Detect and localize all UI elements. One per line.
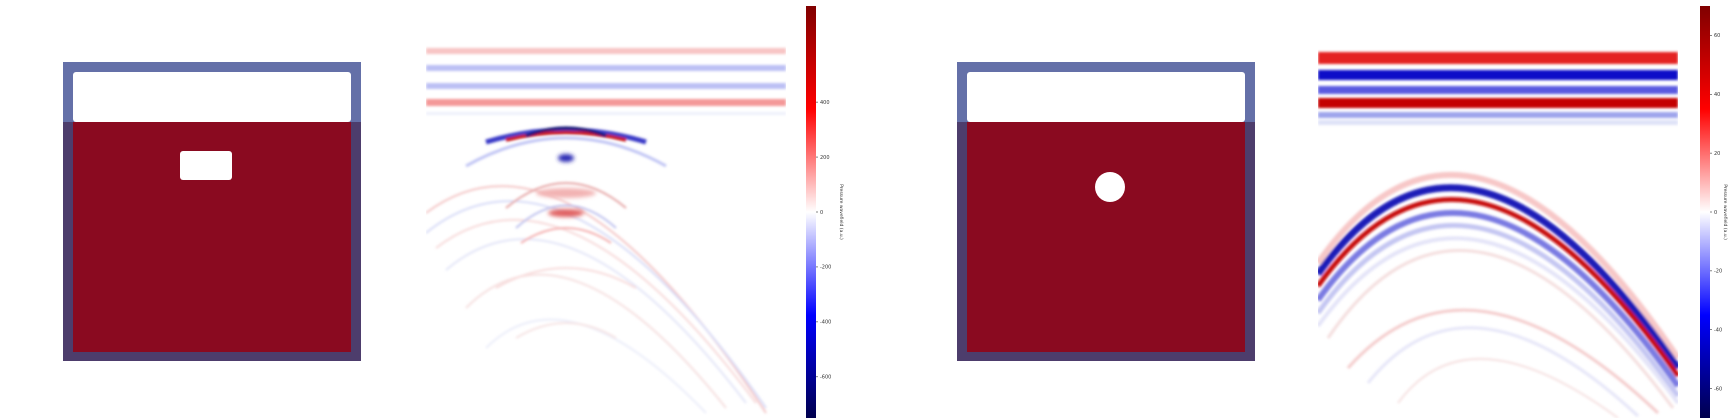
colorbar-label: Pressure wavefield (a.u.) bbox=[1722, 184, 1728, 240]
colorbar-ticks: 400 200 0 -200 -400 -600 bbox=[816, 100, 831, 381]
colorbar-tick-label: -20 bbox=[1714, 269, 1722, 275]
velocity-model-circle bbox=[957, 62, 1255, 361]
colorbar-tick-label: 400 bbox=[820, 100, 830, 106]
colorbar-1: 400 200 0 -200 -400 -600 Pressure wavefield (… bbox=[806, 6, 876, 418]
colorbar-tick-label: 40 bbox=[1714, 92, 1720, 98]
direct-wave-bands bbox=[426, 48, 786, 115]
colorbar-tick-label: 20 bbox=[1714, 151, 1720, 157]
colorbar-tick-label: -600 bbox=[820, 375, 831, 381]
diffraction-hyperbolae bbox=[426, 126, 767, 414]
direct-wave-bands bbox=[1318, 52, 1678, 125]
rectangular-void bbox=[180, 151, 232, 180]
model-medium bbox=[967, 122, 1245, 352]
colorbar-tick-label: 0 bbox=[1714, 210, 1717, 216]
colorbar-gradient bbox=[806, 6, 816, 418]
colorbar-tick-label: 60 bbox=[1714, 33, 1720, 39]
colorbar-label: Pressure wavefield (a.u.) bbox=[838, 184, 844, 240]
colorbar-tick-label: 200 bbox=[820, 155, 830, 161]
colorbar-tick-label: -400 bbox=[820, 320, 831, 326]
colorbar-tick-label: -200 bbox=[820, 265, 831, 271]
top-cavity bbox=[73, 72, 351, 122]
diffraction-hyperbola bbox=[1318, 171, 1678, 418]
colorbar-tick-label: 0 bbox=[820, 210, 823, 216]
colorbar-tick-label: -60 bbox=[1714, 386, 1722, 392]
colorbar-ticks: 60 40 20 0 -20 -40 -60 bbox=[1710, 33, 1722, 392]
colorbar-gradient bbox=[1700, 6, 1710, 418]
wavefield-image-1 bbox=[426, 8, 786, 418]
wavefield-image-2 bbox=[1318, 8, 1678, 418]
colorbar-2: 60 40 20 0 -20 -40 -60 Pressure wavefield (a.u… bbox=[1700, 6, 1730, 418]
colorbar-tick-label: -40 bbox=[1714, 328, 1722, 334]
diffraction-core bbox=[536, 154, 596, 217]
velocity-model-rectangle bbox=[63, 62, 361, 361]
circular-void bbox=[1095, 172, 1125, 202]
top-cavity bbox=[967, 72, 1245, 122]
